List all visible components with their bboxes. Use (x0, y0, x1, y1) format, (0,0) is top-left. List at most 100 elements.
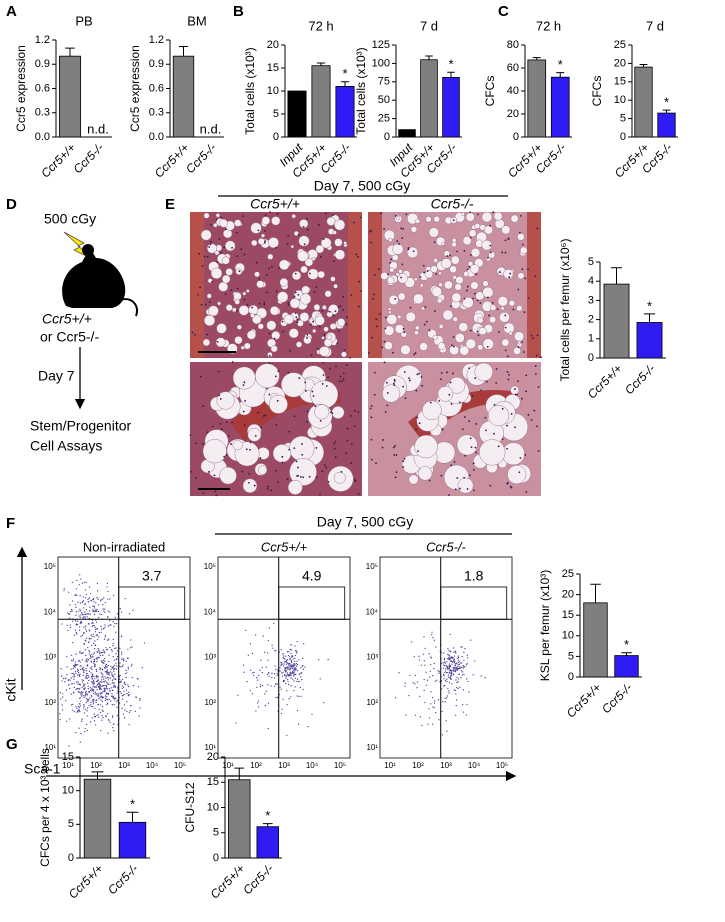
event-dot (94, 640, 96, 642)
fat-cell (248, 304, 259, 315)
event-dot (290, 656, 293, 658)
assay-label: Stem/Progenitor (30, 418, 131, 434)
event-dot (98, 632, 101, 634)
event-dot (109, 598, 111, 600)
bone (348, 212, 362, 358)
event-dot (290, 649, 292, 651)
event-dot (60, 668, 62, 670)
event-dot (290, 652, 292, 655)
nucleus (308, 475, 311, 478)
event-dot (287, 683, 290, 686)
event-dot (420, 664, 422, 666)
fat-cell (277, 291, 289, 303)
annotation: * (265, 808, 270, 823)
fat-cell (450, 255, 460, 265)
nucleus (402, 327, 405, 330)
event-dot (111, 672, 113, 674)
event-dot (111, 674, 113, 676)
nucleus (428, 329, 431, 332)
event-dot (296, 709, 299, 712)
nucleus (208, 301, 211, 303)
nucleus (293, 295, 296, 298)
event-dot (318, 659, 320, 661)
event-dot (90, 660, 92, 662)
fat-cell (221, 274, 231, 284)
event-dot (296, 651, 298, 653)
event-dot (283, 663, 285, 665)
event-dot (86, 613, 89, 615)
fat-cell (238, 305, 250, 316)
event-dot (283, 657, 285, 660)
nucleus (357, 493, 360, 495)
nucleus (340, 470, 343, 473)
nucleus (449, 381, 452, 384)
event-dot (87, 687, 89, 690)
event-dot (294, 654, 297, 657)
event-dot (65, 689, 67, 691)
gate (440, 586, 508, 620)
event-dot (449, 633, 451, 635)
event-dot (432, 674, 434, 677)
error-bar (532, 57, 541, 60)
nucleus (220, 216, 223, 219)
fat-cell (397, 292, 406, 301)
event-dot (294, 657, 296, 659)
fat-cell (216, 323, 227, 334)
fat-cell (454, 283, 462, 291)
event-dot (76, 620, 79, 622)
event-dot (101, 700, 104, 702)
event-dot (431, 696, 434, 699)
fat-cell (441, 241, 446, 246)
event-dot (105, 716, 107, 718)
event-dot (267, 727, 269, 730)
nucleus (268, 332, 271, 335)
nucleus (381, 346, 384, 349)
nucleus (402, 227, 405, 230)
event-dot (451, 663, 453, 665)
event-dot (457, 678, 460, 680)
y-tick-label: 5 (588, 256, 594, 268)
event-dot (446, 666, 449, 668)
event-dot (268, 672, 270, 674)
event-dot (115, 631, 117, 633)
event-dot (87, 641, 90, 643)
event-dot (85, 668, 87, 670)
nucleus (418, 422, 421, 425)
nucleus (304, 390, 307, 392)
event-dot (243, 671, 245, 673)
fat-cell (234, 336, 243, 345)
event-dot (100, 687, 102, 690)
nucleus (479, 302, 482, 304)
event-dot (113, 670, 115, 672)
plot-frame (217, 556, 351, 759)
event-dot (70, 677, 72, 679)
fat-cell (397, 273, 408, 284)
nucleus (334, 456, 337, 458)
fat-cell (303, 335, 312, 345)
event-dot (275, 697, 277, 699)
event-dot (137, 686, 140, 688)
event-dot (100, 625, 102, 627)
event-dot (81, 718, 83, 720)
event-dot (433, 662, 436, 665)
event-dot (117, 686, 119, 688)
event-dot (78, 707, 80, 709)
nucleus (381, 446, 384, 449)
event-dot (86, 693, 88, 695)
fat-cell (225, 304, 233, 312)
event-dot (287, 666, 289, 669)
fat-cell (271, 216, 281, 226)
event-dot (115, 623, 118, 625)
nucleus (349, 356, 351, 359)
event-dot (124, 597, 126, 600)
error-bar (662, 109, 671, 114)
fat-cell (319, 346, 330, 357)
event-dot (66, 656, 68, 658)
error-bar (91, 771, 104, 780)
event-dot (96, 638, 99, 641)
event-dot (115, 653, 117, 655)
event-dot (79, 602, 82, 604)
event-dot (94, 707, 96, 710)
event-dot (96, 675, 98, 677)
event-dot (78, 626, 81, 628)
